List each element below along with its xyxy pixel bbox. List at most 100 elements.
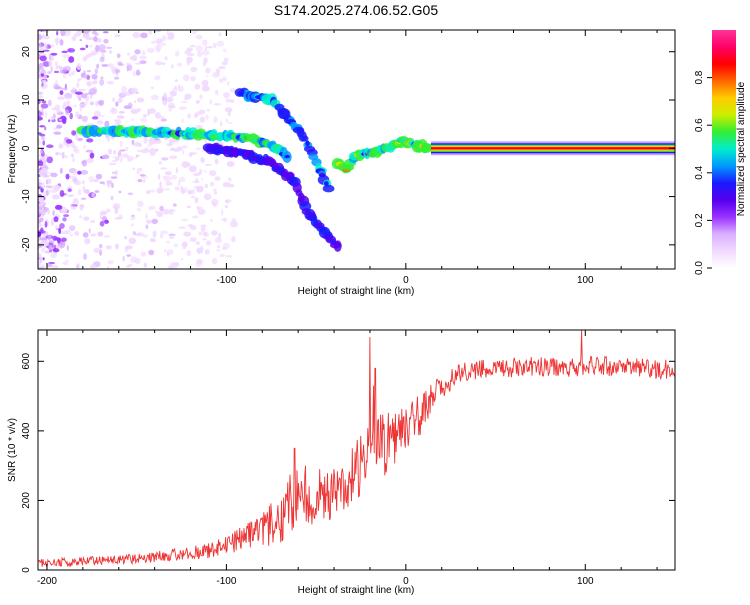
spectrogram-noise-speck [176,146,183,152]
spectrogram-noise-speck [128,237,137,245]
spectrogram-noise-speck [198,231,203,236]
spectrogram-noise-speck [127,192,134,196]
spectrogram-noise-speck [63,214,70,217]
spectrogram-noise-speck [213,103,221,106]
spectrogram-noise-speck [170,94,174,98]
spectrogram-noise-speck [52,264,59,269]
spectrogram-noise-speck [203,231,208,236]
spectrogram-noise-speck [43,42,48,50]
spectrogram-noise-speck [94,32,99,37]
spectrogram-noise-speck [76,82,80,88]
spectrogram-noise-speck [75,133,79,141]
spectrogram-noise-speck [70,153,74,158]
spectrogram-noise-speck [209,99,213,105]
spectrogram-noise-speck [38,160,44,167]
spectrogram-noise-speck [83,216,90,221]
spectrogram-noise-speck [112,149,117,155]
spectrogram-noise-speck [46,156,53,164]
figure-title: S174.2025.274.06.52.G05 [274,2,438,18]
spectrogram-noise-speck [41,100,47,104]
spectrogram-noise-speck [100,76,104,80]
spectrogram-noise-speck [221,61,228,66]
spectrogram-noise-speck [218,66,226,70]
spectrogram-noise-speck [132,231,137,236]
spectrogram-ridge-peak [305,140,310,147]
spectrogram-ridge-blob [322,184,335,193]
spectrogram-noise-speck [136,97,145,103]
spectrogram-noise-speck [105,245,112,250]
spectrogram-noise-speck [159,42,167,47]
spectrogram-noise-speck [56,30,59,36]
spectrogram-noise-speck [77,189,82,196]
snr-y-tick-label: 200 [21,492,32,509]
spectrogram-noise-speck [49,249,53,253]
spectrogram-noise-speck [88,44,93,48]
spectrogram-noise-speck [152,230,157,238]
spectrogram-noise-speck [217,244,220,249]
spectrogram-noise-speck [218,32,222,37]
spectrogram-noise-speck [154,75,161,81]
spectrogram-noise-speck [135,69,141,76]
spectrogram-noise-speck [139,174,146,177]
spectrogram-noise-speck [99,78,105,86]
spectrogram-noise-speck [123,105,132,110]
spectrogram-noise-speck [106,180,113,185]
spectrogram-noise-speck [195,34,203,40]
spectrogram-noise-speck [41,182,46,190]
spectrogram-noise-speck [184,50,192,55]
spectrogram-noise-speck [50,219,55,226]
spectrogram-noise-speck [220,208,224,216]
spectrogram-noise-speck [45,243,50,246]
spectrogram-noise-speck [215,249,221,252]
spectrogram-noise-speck [179,106,187,111]
spectrogram-noise-speck [96,120,104,125]
spectrogram-noise-speck [162,99,168,106]
spectrogram-noise-speck [67,48,76,53]
spectrogram-noise-speck [222,76,227,82]
spectrogram-noise-speck [74,230,80,236]
spectrogram-noise-speck [126,52,130,56]
spectrogram-noise-speck [154,138,160,141]
spectrogram-noise-speck [38,194,42,197]
spectrogram-carrier-band [430,147,675,150]
spectrogram-noise-speck [65,259,69,262]
spectrogram-noise-speck [203,170,207,173]
spectrogram-noise-speck [171,64,174,69]
spectrogram-noise-speck [142,114,148,118]
spectrogram-noise-speck [229,88,237,93]
spectrogram-noise-speck [80,197,87,200]
spectrogram-noise-speck [93,247,101,253]
spectrogram-noise-speck [93,36,98,42]
spectrogram-noise-speck [67,188,72,192]
spectrogram-noise-speck [47,234,52,241]
spectrogram-noise-speck [142,179,146,183]
spectrogram-noise-speck [168,102,175,109]
spectrogram-noise-speck [69,224,76,232]
spectrogram-noise-speck [99,49,107,53]
spectrogram-noise-speck [40,73,44,77]
spectrogram-noise-speck [112,203,121,210]
spectrogram-noise-speck [38,252,42,259]
spectrogram-noise-speck [199,116,206,123]
spectrogram-noise-speck [96,63,100,69]
colorbar-gradient [712,30,736,268]
spectrogram-noise-speck [42,49,50,52]
spectrogram-noise-speck [176,62,183,67]
colorbar-ticks: 0.0 0.2 0.4 0.6 0.8 [694,70,712,275]
spectrogram-noise-speck [223,57,229,62]
spectrogram-noise-speck [174,79,179,83]
spectrogram-noise-speck [151,218,159,224]
spectrogram-noise-speck [39,42,42,48]
spectrogram-noise-speck [41,136,46,141]
spectrogram-x-tick-label: -200 [37,275,57,286]
spectrogram-y-tick-label: 10 [21,94,32,106]
spectrogram-noise-speck [41,80,47,83]
spectrogram-noise-speck [45,111,48,118]
colorbar-tick-label: 0.6 [694,118,705,132]
spectrogram-noise-speck [38,34,43,41]
spectrogram-noise-speck [81,160,86,165]
spectrogram-noise-speck [110,67,116,71]
spectrogram-noise-speck [182,74,190,82]
